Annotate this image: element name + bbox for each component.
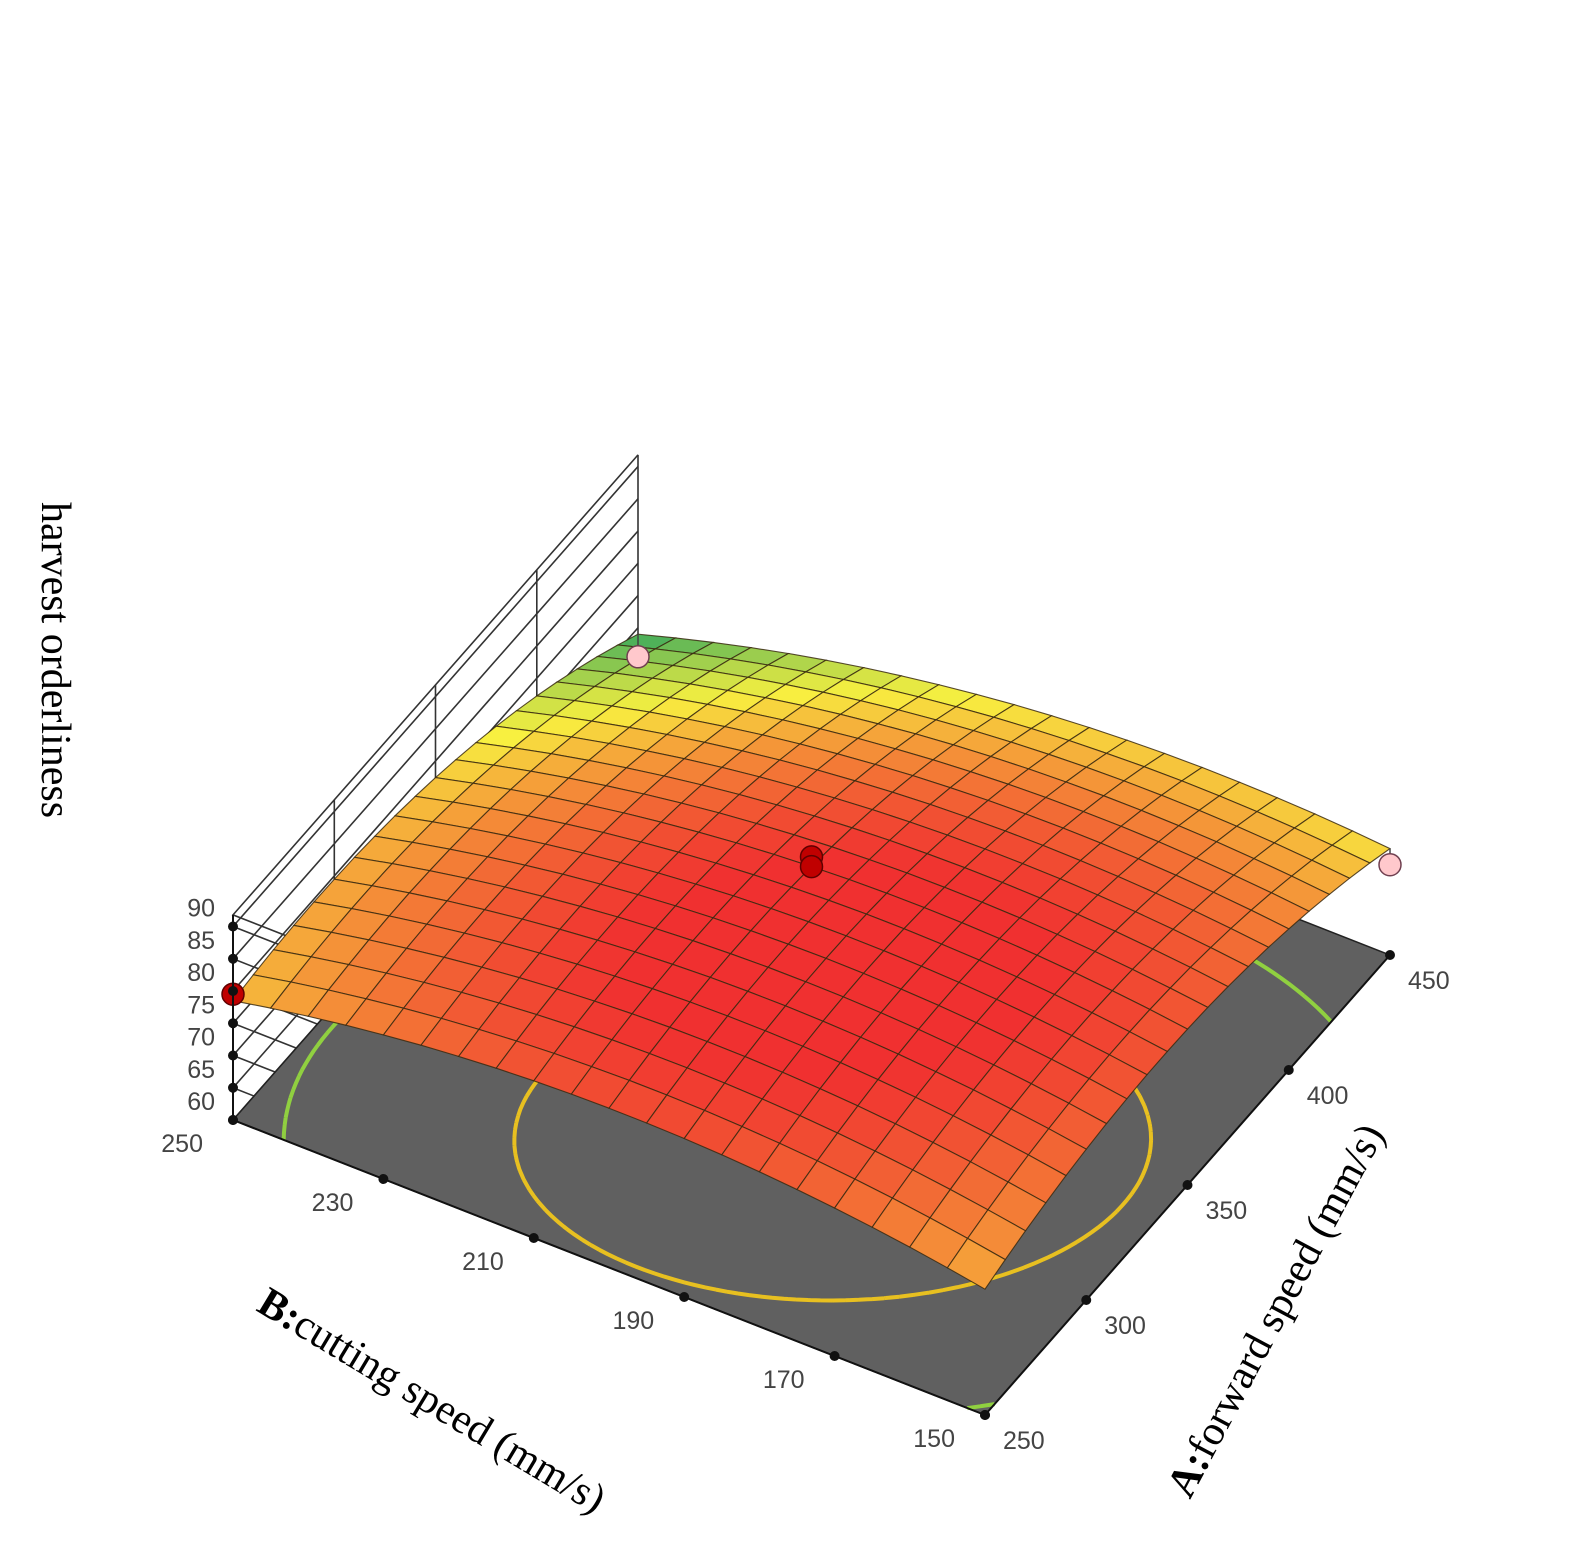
design-point	[626, 645, 650, 669]
z-tick-mark	[228, 1050, 238, 1061]
a-tick-label: 450	[1408, 967, 1450, 995]
z-tick-mark	[228, 1018, 238, 1029]
z-tick-label: 90	[187, 895, 215, 923]
a-axis-label: forward speed (mm/s)	[1179, 1116, 1394, 1465]
b-tick-label: 170	[763, 1366, 805, 1394]
z-tick-label: 70	[187, 1024, 215, 1052]
a-tick-label: 300	[1104, 1312, 1146, 1340]
b-tick-mark	[378, 1174, 389, 1184]
design-point	[799, 854, 824, 879]
z-tick-mark	[228, 986, 238, 996]
b-tick-mark	[528, 1233, 539, 1243]
z-tick-mark	[228, 953, 238, 964]
a-tick-label: 250	[1003, 1427, 1045, 1455]
surface-cell	[946, 1237, 1007, 1290]
b-axis-line	[232, 1119, 986, 1416]
b-tick-label: 250	[161, 1130, 203, 1158]
b-tick-label: 210	[462, 1248, 504, 1276]
b-tick-label: 150	[913, 1425, 955, 1453]
z-tick-label: 75	[187, 991, 215, 1019]
z-axis-label: harvest orderliness	[32, 502, 78, 818]
design-points	[221, 634, 1402, 1006]
b-axis-title: B:cutting speed (mm/s)	[250, 1279, 614, 1523]
z-tick-mark	[228, 921, 238, 932]
axes: 60 65 70 75 80 85 90 150 170 190 210 230 250 250 300 35…	[161, 895, 1449, 1456]
a-tick-label: 400	[1307, 1082, 1349, 1110]
z-tick-label: 60	[187, 1088, 215, 1116]
design-point	[1378, 852, 1402, 877]
a-tick-mark	[980, 1410, 990, 1420]
b-tick-mark	[679, 1292, 690, 1302]
z-tick-label: 80	[187, 959, 215, 987]
b-tick-label: 230	[312, 1189, 354, 1217]
z-axis-title: harvest orderliness	[32, 502, 78, 818]
a-tick-mark	[1081, 1295, 1092, 1305]
z-tick-label: 65	[187, 1056, 215, 1084]
a-tick-mark	[1182, 1180, 1193, 1190]
a-tick-label: 350	[1206, 1197, 1248, 1225]
b-tick-label: 190	[612, 1307, 654, 1335]
b-tick-mark	[228, 1115, 238, 1125]
z-tick-mark	[228, 1082, 238, 1093]
b-axis-label: cutting speed (mm/s)	[286, 1301, 614, 1523]
a-tick-mark	[1283, 1065, 1294, 1075]
z-tick-label: 85	[187, 927, 215, 955]
a-tick-mark	[1385, 950, 1395, 960]
response-surface	[232, 633, 1392, 1290]
svg-text:B:cutting speed (mm/s): B:cutting speed (mm/s)	[250, 1279, 614, 1523]
b-tick-mark	[829, 1351, 840, 1361]
